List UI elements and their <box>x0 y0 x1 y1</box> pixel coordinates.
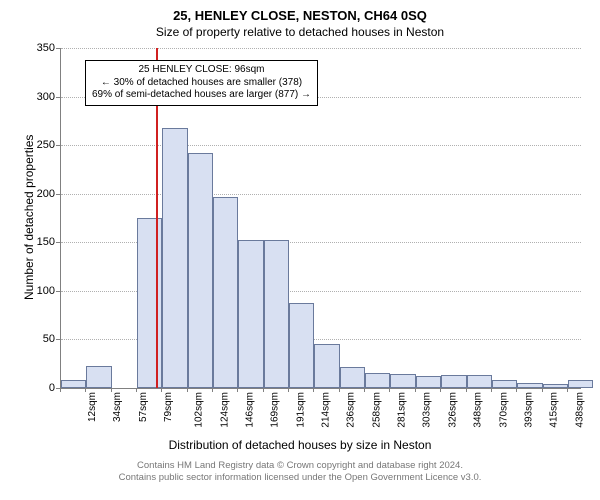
x-tick <box>136 388 137 392</box>
x-tick-label: 348sqm <box>473 392 484 428</box>
annotation-line-3: 69% of semi-detached houses are larger (… <box>92 89 311 102</box>
x-tick-label: 236sqm <box>346 392 357 428</box>
x-tick-label: 34sqm <box>112 392 123 422</box>
x-tick-label: 146sqm <box>245 392 256 428</box>
x-axis-label: Distribution of detached houses by size … <box>0 438 600 452</box>
x-tick <box>85 388 86 392</box>
x-tick <box>313 388 314 392</box>
y-tick-label: 350 <box>15 42 55 54</box>
histogram-bar <box>517 383 542 388</box>
chart-container: 25, HENLEY CLOSE, NESTON, CH64 0SQ Size … <box>0 0 600 500</box>
x-tick-label: 415sqm <box>549 392 560 428</box>
x-tick-label: 191sqm <box>295 392 306 428</box>
footer-line-1: Contains HM Land Registry data © Crown c… <box>0 460 600 472</box>
y-tick-label: 250 <box>15 139 55 151</box>
x-tick <box>491 388 492 392</box>
x-tick-label: 214sqm <box>321 392 332 428</box>
x-tick-label: 57sqm <box>138 392 149 422</box>
x-tick <box>187 388 188 392</box>
histogram-bar <box>264 240 289 388</box>
histogram-bar <box>568 380 593 388</box>
x-tick <box>567 388 568 392</box>
histogram-bar <box>390 374 415 388</box>
x-tick-label: 12sqm <box>87 392 98 422</box>
x-tick <box>339 388 340 392</box>
x-tick-label: 124sqm <box>219 392 230 428</box>
x-tick-label: 258sqm <box>371 392 382 428</box>
footer-attribution: Contains HM Land Registry data © Crown c… <box>0 460 600 484</box>
annotation-line-2: ← 30% of detached houses are smaller (37… <box>92 77 311 90</box>
histogram-bar <box>492 380 517 388</box>
y-tick-label: 200 <box>15 188 55 200</box>
histogram-bar <box>416 376 441 388</box>
x-tick-label: 281sqm <box>397 392 408 428</box>
y-tick-label: 150 <box>15 236 55 248</box>
grid-line <box>61 194 581 195</box>
y-tick-label: 50 <box>15 333 55 345</box>
x-tick-label: 370sqm <box>498 392 509 428</box>
x-tick <box>415 388 416 392</box>
x-tick <box>60 388 61 392</box>
histogram-bar <box>137 218 162 388</box>
x-tick <box>466 388 467 392</box>
annotation-box: 25 HENLEY CLOSE: 96sqm ← 30% of detached… <box>85 60 318 106</box>
histogram-bar <box>213 197 238 388</box>
annotation-line-1: 25 HENLEY CLOSE: 96sqm <box>92 64 311 77</box>
x-tick <box>364 388 365 392</box>
x-tick <box>161 388 162 392</box>
y-axis-label: Number of detached properties <box>22 135 36 300</box>
histogram-bar <box>441 375 466 388</box>
histogram-bar <box>365 373 390 388</box>
x-tick-label: 169sqm <box>270 392 281 428</box>
x-tick <box>516 388 517 392</box>
x-tick <box>389 388 390 392</box>
x-tick-label: 79sqm <box>163 392 174 422</box>
y-tick-label: 100 <box>15 285 55 297</box>
x-tick <box>542 388 543 392</box>
y-tick-label: 300 <box>15 91 55 103</box>
histogram-bar <box>162 128 187 388</box>
histogram-bar <box>543 384 568 388</box>
histogram-bar <box>61 380 86 388</box>
grid-line <box>61 48 581 49</box>
footer-line-2: Contains public sector information licen… <box>0 472 600 484</box>
grid-line <box>61 145 581 146</box>
x-tick <box>288 388 289 392</box>
chart-title-sub: Size of property relative to detached ho… <box>0 23 600 39</box>
y-tick-label: 0 <box>15 382 55 394</box>
histogram-bar <box>289 303 314 388</box>
histogram-bar <box>314 344 339 388</box>
histogram-bar <box>188 153 213 388</box>
x-tick <box>237 388 238 392</box>
x-tick-label: 303sqm <box>422 392 433 428</box>
chart-title-main: 25, HENLEY CLOSE, NESTON, CH64 0SQ <box>0 0 600 23</box>
x-tick <box>440 388 441 392</box>
histogram-bar <box>86 366 111 388</box>
x-tick <box>263 388 264 392</box>
histogram-bar <box>340 367 365 388</box>
x-tick-label: 102sqm <box>194 392 205 428</box>
x-tick <box>212 388 213 392</box>
x-tick-label: 438sqm <box>574 392 585 428</box>
x-tick-label: 393sqm <box>523 392 534 428</box>
x-tick <box>111 388 112 392</box>
histogram-bar <box>238 240 263 388</box>
x-tick-label: 326sqm <box>447 392 458 428</box>
histogram-bar <box>467 375 492 388</box>
